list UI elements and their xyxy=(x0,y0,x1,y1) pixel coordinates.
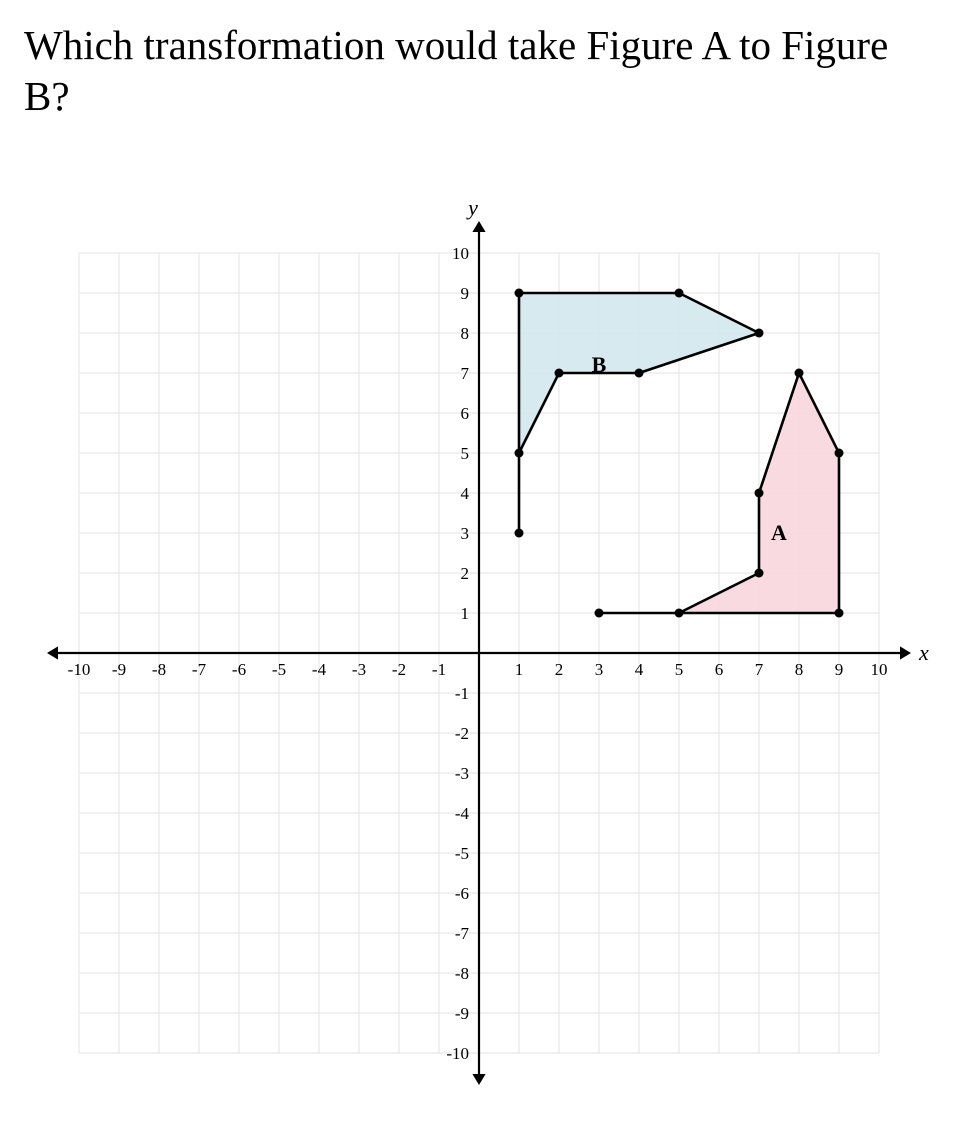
y-tick-label: -8 xyxy=(455,964,469,983)
x-tick-label: 5 xyxy=(675,660,684,679)
axis-arrow-right xyxy=(900,646,911,659)
vertex-dot xyxy=(835,448,844,457)
chart-container: -10 -9 -8 -7 -6 -5 -4 -3 -2 -1 1 2 3 4 5 6 7 8 9 10 -10 -9 -8 -… xyxy=(24,203,934,1103)
y-tick-label: 10 xyxy=(452,244,469,263)
x-tick-label: -3 xyxy=(352,660,366,679)
x-tick-label: -6 xyxy=(232,660,246,679)
x-tick-label: 10 xyxy=(871,660,888,679)
y-tick-label: 4 xyxy=(461,484,470,503)
y-axis-label: y xyxy=(466,203,478,220)
vertex-dot xyxy=(515,528,524,537)
y-tick-label: -4 xyxy=(455,804,470,823)
y-tick-label: 6 xyxy=(461,404,470,423)
vertex-dot xyxy=(675,288,684,297)
x-axis-label: x xyxy=(918,640,929,665)
x-tick-label: 9 xyxy=(835,660,844,679)
figure-a-label: A xyxy=(771,520,787,545)
y-tick-label: -7 xyxy=(455,924,470,943)
vertex-dot xyxy=(795,368,804,377)
y-tick-label: -1 xyxy=(455,684,469,703)
vertex-dot xyxy=(835,608,844,617)
y-tick-label: -3 xyxy=(455,764,469,783)
vertex-dot xyxy=(755,568,764,577)
x-tick-label: -5 xyxy=(272,660,286,679)
y-tick-label: -5 xyxy=(455,844,469,863)
y-tick-label: 9 xyxy=(461,284,470,303)
x-tick-label: 2 xyxy=(555,660,564,679)
vertex-dot xyxy=(755,488,764,497)
x-tick-label: 3 xyxy=(595,660,604,679)
vertex-dot xyxy=(515,288,524,297)
y-tick-label: 3 xyxy=(461,524,470,543)
coordinate-grid-chart: -10 -9 -8 -7 -6 -5 -4 -3 -2 -1 1 2 3 4 5 6 7 8 9 10 -10 -9 -8 -… xyxy=(29,203,929,1103)
y-tick-label: -2 xyxy=(455,724,469,743)
x-tick-label: -8 xyxy=(152,660,166,679)
axis-arrow-left xyxy=(47,646,58,659)
axis-arrow-down xyxy=(472,1074,485,1085)
vertex-dot xyxy=(595,608,604,617)
x-tick-label: -9 xyxy=(112,660,126,679)
y-tick-label: 5 xyxy=(461,444,470,463)
figure-b-label: B xyxy=(592,352,607,377)
vertex-dot xyxy=(515,448,524,457)
x-tick-label: -7 xyxy=(192,660,207,679)
vertex-dot xyxy=(675,608,684,617)
vertex-dot xyxy=(635,368,644,377)
x-tick-label: 1 xyxy=(515,660,524,679)
y-tick-label: 7 xyxy=(461,364,470,383)
x-tick-label: -10 xyxy=(68,660,91,679)
y-tick-label: -9 xyxy=(455,1004,469,1023)
vertex-dot xyxy=(755,328,764,337)
x-tick-label: 7 xyxy=(755,660,764,679)
x-tick-label: -2 xyxy=(392,660,406,679)
y-tick-label: 1 xyxy=(461,604,470,623)
y-tick-label: -10 xyxy=(446,1044,469,1063)
x-tick-label: 8 xyxy=(795,660,804,679)
axis-arrow-up xyxy=(472,221,485,232)
x-tick-label: 6 xyxy=(715,660,724,679)
question-title: Which transformation would take Figure A… xyxy=(24,20,934,123)
y-tick-label: 8 xyxy=(461,324,470,343)
y-tick-label: 2 xyxy=(461,564,470,583)
y-tick-label: -6 xyxy=(455,884,469,903)
x-tick-label: -1 xyxy=(432,660,446,679)
axes xyxy=(47,221,911,1085)
vertex-dot xyxy=(555,368,564,377)
x-tick-label: -4 xyxy=(312,660,327,679)
x-tick-label: 4 xyxy=(635,660,644,679)
